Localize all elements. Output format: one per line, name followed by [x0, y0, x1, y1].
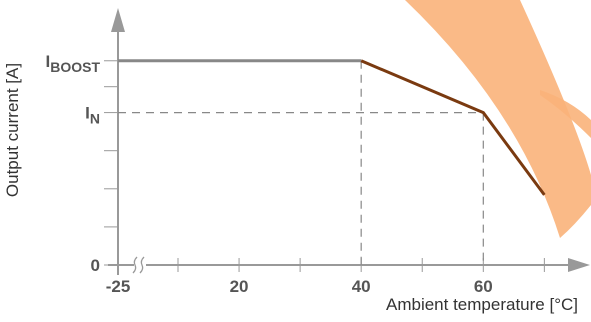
y-axis-label: Output current [A]	[3, 63, 22, 197]
y-axis-arrow	[111, 8, 125, 32]
y-tick-label-sub: N	[90, 111, 100, 127]
axis-break	[132, 256, 145, 274]
x-tick-label: 60	[474, 277, 493, 296]
line-segment	[360, 59, 546, 196]
y-tick-label-main: I	[45, 52, 50, 71]
y-tick-label-sub: BOOST	[50, 59, 100, 75]
background-swoosh	[405, 0, 591, 238]
x-axis-label: Ambient temperature [°C]	[386, 295, 578, 314]
y-tick-label-main: I	[85, 104, 90, 123]
y-tick-label: IN	[85, 104, 100, 127]
x-tick-label: 40	[352, 277, 371, 296]
y-tick-label: IBOOST	[45, 52, 100, 75]
x-tick-label: 20	[230, 277, 249, 296]
x-axis-arrow	[568, 258, 590, 272]
y-tick-label: 0	[91, 256, 100, 275]
background-swoosh	[540, 90, 591, 138]
x-tick-label: -25	[106, 277, 131, 296]
